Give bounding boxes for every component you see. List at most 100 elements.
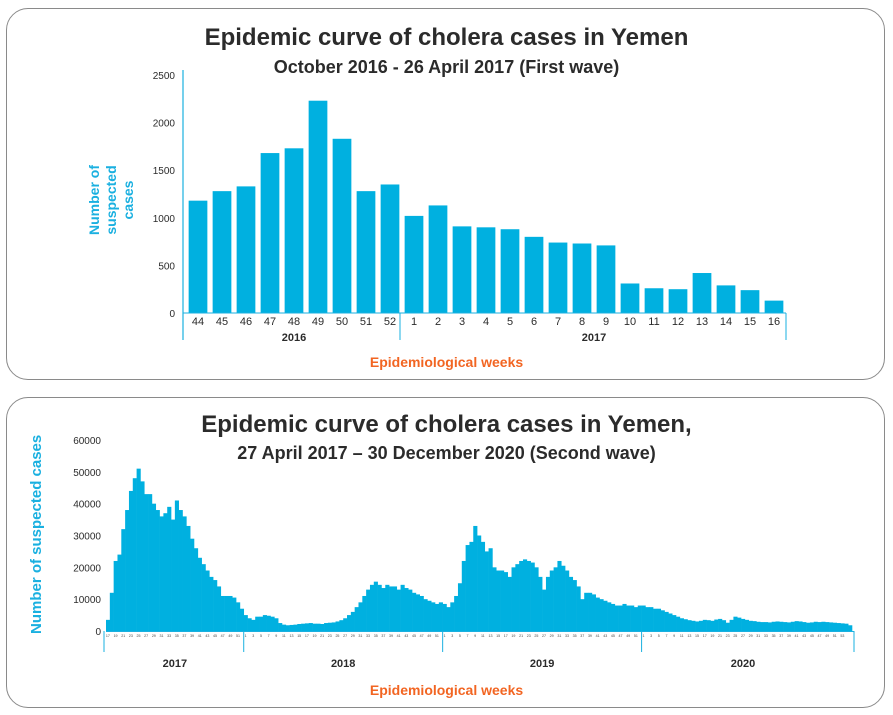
chart2-week-tick-label: 19	[710, 634, 714, 638]
chart2-bar	[519, 560, 524, 631]
chart2-week-tick-label: 17	[504, 634, 508, 638]
chart2-week-tick-label: 37	[779, 634, 783, 638]
chart2-bar	[565, 570, 570, 631]
chart2-bar	[155, 510, 160, 631]
chart2-y-tick-label: 20000	[73, 563, 101, 574]
chart2-bar	[316, 623, 321, 631]
chart2-bar	[251, 619, 256, 631]
chart2-bar	[312, 623, 317, 631]
chart2-week-tick-label: 7	[665, 634, 667, 638]
chart2-week-tick-label: 43	[205, 634, 209, 638]
chart2-bar	[213, 580, 218, 631]
chart2-bar	[415, 594, 421, 631]
chart2-bar	[817, 622, 822, 631]
chart2-week-tick-label: 45	[611, 634, 615, 638]
chart1-x-tick-label: 9	[603, 316, 609, 328]
chart2-bar	[526, 560, 531, 631]
chart2-bar	[236, 602, 241, 631]
chart1-x-tick-label: 52	[384, 316, 396, 328]
chart2-bar	[698, 620, 704, 631]
chart1-bar	[500, 229, 520, 313]
chart2-bar	[553, 567, 558, 631]
chart2-bar	[266, 615, 271, 631]
chart2-week-tick-label: 5	[658, 634, 660, 638]
chart1-x-tick-label: 3	[459, 316, 465, 328]
chart1-bar	[236, 186, 256, 313]
chart2-bar	[522, 559, 528, 631]
chart2-bar	[599, 599, 604, 631]
chart2-week-tick-label: 7	[467, 634, 469, 638]
chart2-bar	[270, 616, 275, 631]
chart2-bar	[301, 623, 306, 631]
chart2-bar	[492, 567, 497, 631]
chart2-bar	[530, 562, 535, 631]
chart1-bar	[260, 153, 280, 313]
chart2-bar	[163, 513, 168, 631]
chart1-x-tick-label: 1	[411, 316, 417, 328]
chart2-bar	[557, 560, 562, 631]
chart2-bar	[400, 584, 405, 631]
chart1-y-tick-label: 1500	[153, 166, 176, 177]
chart1-x-tick-label: 44	[192, 316, 204, 328]
chart2-week-tick-label: 3	[451, 634, 453, 638]
chart2-bar	[603, 600, 608, 631]
chart1-x-tick-label: 8	[579, 316, 585, 328]
chart2-bar	[786, 622, 792, 631]
chart2-bar	[182, 516, 187, 631]
chart2-bar	[121, 529, 126, 631]
chart2-bar	[591, 594, 596, 631]
chart2-bar	[534, 567, 539, 631]
chart2-week-tick-label: 45	[412, 634, 416, 638]
chart1-bar	[476, 227, 496, 313]
chart2-bar	[702, 619, 707, 631]
chart1-x-tick-label: 50	[336, 316, 348, 328]
chart2-week-tick-label: 11	[680, 634, 684, 638]
chart1-x-tick-label: 6	[531, 316, 537, 328]
chart2-week-tick-label: 33	[167, 634, 171, 638]
chart2-bar	[358, 602, 363, 631]
chart2-bar	[201, 564, 206, 631]
chart2-week-tick-label: 39	[190, 634, 194, 638]
chart2-week-tick-label: 39	[389, 634, 393, 638]
chart1-x-tick-label: 47	[264, 316, 276, 328]
chart2-week-tick-label: 43	[404, 634, 408, 638]
chart2-week-tick-label: 49	[228, 634, 232, 638]
chart2-bar	[209, 576, 214, 631]
chart2-bar	[362, 595, 367, 631]
chart2-y-tick-label: 0	[95, 627, 101, 638]
chart2-bar	[488, 548, 493, 631]
chart2-bar	[572, 580, 577, 631]
chart2-week-tick-label: 39	[787, 634, 791, 638]
chart2-bar	[132, 478, 137, 631]
chart2-bar	[649, 607, 654, 631]
chart2-week-tick-label: 29	[351, 634, 355, 638]
chart2-week-tick-label: 15	[496, 634, 500, 638]
chart2-bar	[756, 621, 761, 631]
chart2-bar	[744, 619, 750, 631]
chart2-bar	[741, 618, 746, 631]
chart2-week-tick-label: 3	[650, 634, 652, 638]
chart2-week-tick-label: 41	[795, 634, 799, 638]
chart1-bar	[284, 148, 304, 313]
chart2-week-tick-label: 33	[366, 634, 370, 638]
chart1-x-tick-label: 51	[360, 316, 372, 328]
chart2-bar	[469, 541, 474, 631]
chart2-bar	[511, 567, 516, 631]
chart2-bar	[622, 603, 627, 631]
chart2-week-tick-label: 19	[312, 634, 316, 638]
chart2-y-tick-label: 50000	[73, 468, 101, 479]
chart2-bar	[660, 610, 665, 631]
chart1-x-tick-label: 15	[744, 316, 756, 328]
chart2-bar	[672, 615, 677, 631]
chart2-bar	[324, 623, 329, 631]
chart2-bar	[293, 624, 298, 631]
chart1-x-tick-label: 11	[648, 316, 659, 328]
chart2-bar	[614, 605, 619, 631]
chart2-bar	[576, 586, 581, 631]
chart2-bar	[664, 611, 669, 631]
chart2-bar	[473, 525, 478, 631]
chart1-x-tick-label: 10	[624, 316, 636, 328]
chart2-bar	[423, 599, 428, 631]
chart2-week-tick-label: 19	[511, 634, 515, 638]
chart2-bar	[454, 595, 459, 631]
